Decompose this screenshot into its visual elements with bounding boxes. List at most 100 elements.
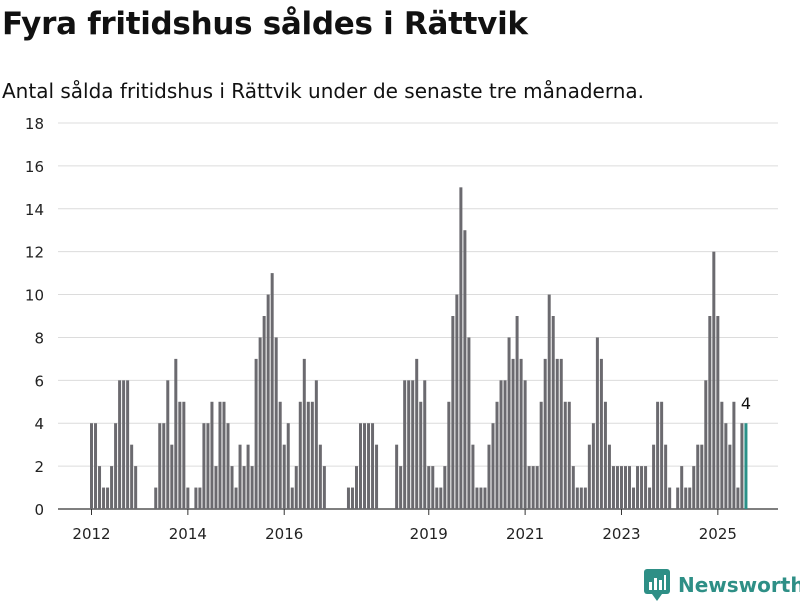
bar bbox=[242, 466, 246, 509]
bar bbox=[515, 316, 519, 509]
bar bbox=[106, 487, 110, 509]
bar bbox=[732, 401, 736, 509]
newsworthy-logo[interactable]: Newsworthy bbox=[644, 568, 800, 602]
bar bbox=[615, 466, 619, 509]
y-tick-label: 2 bbox=[34, 458, 44, 476]
bar bbox=[182, 401, 186, 509]
bars bbox=[90, 187, 748, 510]
y-tick-label: 0 bbox=[34, 501, 44, 519]
bar bbox=[134, 466, 138, 509]
bar bbox=[479, 487, 483, 509]
bar bbox=[599, 358, 603, 509]
bar bbox=[403, 380, 407, 509]
bar bbox=[114, 423, 118, 509]
bar bbox=[354, 466, 358, 509]
bar bbox=[499, 380, 503, 509]
bar bbox=[583, 487, 587, 509]
brand-name: Newsworthy bbox=[678, 573, 800, 597]
bar bbox=[535, 466, 539, 509]
bar bbox=[503, 380, 507, 509]
bar bbox=[206, 423, 210, 509]
bar bbox=[258, 337, 262, 509]
bar bbox=[624, 466, 627, 509]
bar bbox=[668, 487, 672, 509]
bar bbox=[415, 358, 419, 509]
bar bbox=[367, 423, 371, 509]
bar bbox=[286, 423, 290, 509]
bar bbox=[298, 401, 302, 509]
bar bbox=[118, 380, 122, 509]
bar bbox=[202, 423, 206, 509]
bar bbox=[375, 444, 379, 509]
bar bbox=[724, 423, 728, 509]
bar bbox=[318, 444, 322, 509]
bar bbox=[359, 423, 362, 509]
bar bbox=[94, 423, 98, 509]
bar bbox=[463, 230, 467, 509]
bar bbox=[692, 466, 696, 509]
bar bbox=[238, 444, 242, 509]
bar bbox=[314, 380, 318, 509]
bar bbox=[423, 380, 427, 509]
bar bbox=[475, 487, 479, 509]
x-tick-label: 2019 bbox=[410, 525, 448, 543]
y-tick-label: 8 bbox=[34, 329, 44, 347]
bar bbox=[194, 487, 198, 509]
bar bbox=[198, 487, 202, 509]
bar bbox=[523, 380, 527, 509]
gridlines bbox=[58, 122, 778, 510]
chart-subtitle: Antal sålda fritidshus i Rättvik under d… bbox=[2, 79, 645, 103]
bar bbox=[371, 423, 375, 509]
bar bbox=[294, 466, 298, 509]
bar bbox=[322, 466, 326, 509]
bar bbox=[230, 466, 234, 509]
bar bbox=[491, 423, 495, 509]
x-tick-label: 2021 bbox=[506, 525, 544, 543]
newsworthy-logo-icon bbox=[644, 569, 670, 601]
bar bbox=[170, 444, 174, 509]
bar bbox=[603, 401, 607, 509]
bar bbox=[575, 487, 579, 509]
y-tick-label: 6 bbox=[34, 372, 44, 390]
bar bbox=[162, 423, 166, 509]
bar bbox=[126, 380, 130, 509]
data-label: 4 bbox=[741, 394, 751, 413]
bar bbox=[431, 466, 435, 509]
bar bbox=[262, 316, 266, 509]
bar bbox=[274, 337, 278, 509]
bar bbox=[290, 487, 294, 509]
bar bbox=[708, 316, 712, 509]
bar bbox=[660, 401, 664, 509]
bar bbox=[346, 487, 350, 509]
bar bbox=[407, 380, 411, 509]
bar bbox=[254, 358, 258, 509]
bar bbox=[350, 487, 354, 509]
bar bbox=[467, 337, 471, 509]
bar bbox=[166, 380, 170, 509]
bar bbox=[459, 187, 463, 509]
bar bbox=[210, 401, 214, 509]
bar bbox=[471, 444, 475, 509]
bar bbox=[700, 444, 704, 509]
y-tick-label: 10 bbox=[25, 287, 44, 305]
x-axis-ticks: 2012 2014 2016 2019 2021 2023 2025 bbox=[72, 509, 737, 543]
bar bbox=[186, 487, 190, 509]
bar bbox=[644, 466, 648, 509]
bar bbox=[511, 358, 515, 509]
bar bbox=[591, 423, 595, 509]
bar bbox=[122, 380, 126, 509]
bar bbox=[443, 466, 447, 509]
bar bbox=[696, 444, 700, 509]
bar bbox=[102, 487, 106, 509]
bar bbox=[250, 466, 254, 509]
bar bbox=[559, 358, 563, 509]
bar bbox=[607, 444, 611, 509]
chart-title: Fyra fritidshus såldes i Rättvik bbox=[2, 6, 528, 42]
bar bbox=[632, 487, 636, 509]
bar bbox=[543, 358, 547, 509]
bar bbox=[519, 358, 523, 509]
bar bbox=[487, 444, 491, 509]
bar bbox=[676, 487, 680, 509]
bar bbox=[652, 444, 656, 509]
bar bbox=[531, 466, 535, 509]
